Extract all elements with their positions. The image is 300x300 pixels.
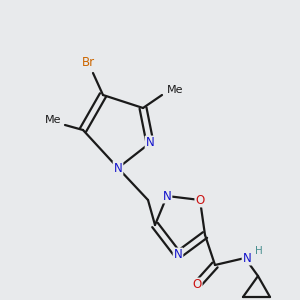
Text: O: O xyxy=(195,194,205,206)
Text: N: N xyxy=(163,190,171,202)
Text: N: N xyxy=(146,136,154,149)
Text: N: N xyxy=(174,248,182,262)
Text: Br: Br xyxy=(81,56,94,70)
Text: Me: Me xyxy=(45,115,61,125)
Text: N: N xyxy=(114,161,122,175)
Text: N: N xyxy=(243,251,251,265)
Text: H: H xyxy=(255,246,263,256)
Text: Me: Me xyxy=(167,85,183,95)
Text: O: O xyxy=(192,278,202,292)
